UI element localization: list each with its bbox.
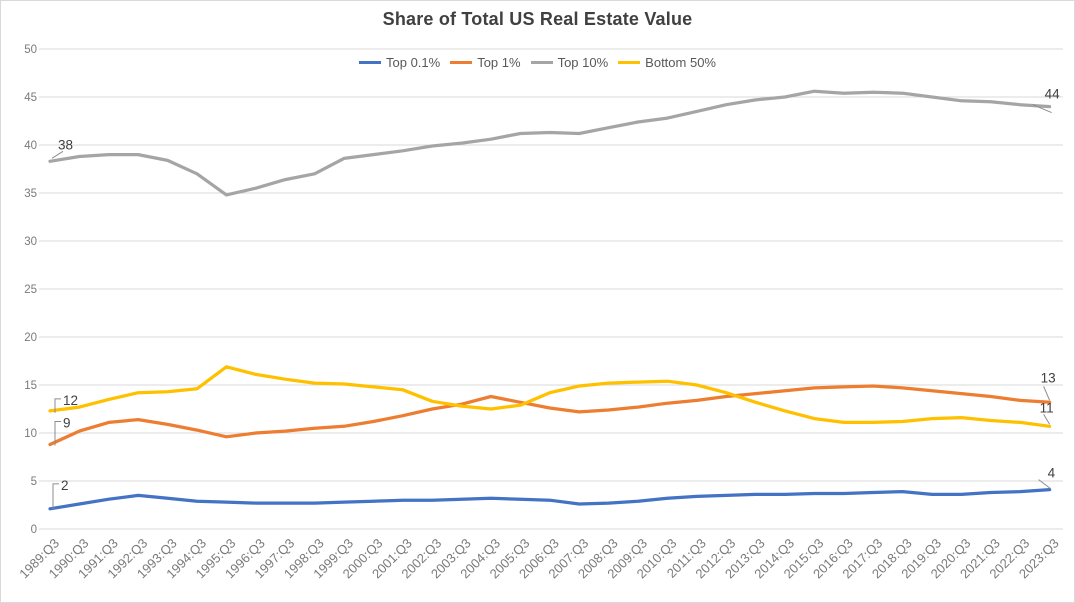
data-label: 4 [1048, 466, 1056, 481]
legend-label: Bottom 50% [645, 55, 716, 70]
series-line-top-1- [48, 384, 1052, 447]
legend-item-top-10-: Top 10% [530, 55, 609, 70]
series-line-top-10- [48, 89, 1052, 197]
callout-leader [54, 421, 61, 446]
data-label: 12 [63, 393, 78, 408]
callout-leader [54, 398, 61, 413]
data-label: 13 [1041, 370, 1056, 385]
legend-item-bottom-50-: Bottom 50% [618, 55, 716, 70]
callout-leader [52, 483, 59, 509]
legend-swatch-icon [530, 61, 553, 64]
callout-leader [1043, 386, 1051, 401]
data-label: 44 [1045, 87, 1061, 102]
legend-swatch-icon [359, 61, 381, 64]
data-label: 11 [1040, 400, 1054, 415]
series-line-top-0.1- [48, 487, 1052, 511]
series-line-bottom-50- [48, 365, 1052, 428]
callout-leader [51, 150, 64, 159]
y-axis-tick-label: 5 [31, 476, 37, 488]
legend-label: Top 0.1% [386, 55, 441, 70]
legend-item-top-0.1-: Top 0.1% [359, 55, 440, 70]
legend-label: Top 10% [557, 55, 609, 70]
callout-leader [1038, 479, 1051, 490]
y-axis-tick-label: 10 [24, 428, 37, 440]
y-axis-tick-label: 0 [31, 524, 37, 536]
legend-label: Top 1% [477, 55, 521, 70]
y-axis-tick-label: 40 [24, 140, 37, 152]
data-label: 9 [63, 416, 71, 431]
legend: Top 0.1% Top 1% Top 10% Bottom 50% [1, 55, 1074, 70]
y-axis-tick-label: 25 [24, 284, 37, 296]
y-axis-tick-label: 45 [24, 92, 37, 104]
data-label: 38 [58, 137, 73, 152]
chart-title: Share of Total US Real Estate Value [382, 9, 693, 29]
callout-leader [1043, 414, 1051, 425]
legend-item-top-1-: Top 1% [450, 55, 521, 70]
y-axis-tick-label: 30 [24, 236, 37, 248]
y-axis-tick-label: 50 [24, 44, 37, 56]
callout-leader [1032, 104, 1052, 114]
y-axis-tick-label: 35 [24, 188, 37, 200]
legend-swatch-icon [618, 61, 641, 64]
data-label: 2 [61, 478, 69, 493]
y-axis-tick-label: 15 [24, 380, 37, 392]
legend-swatch-icon [450, 61, 473, 64]
y-axis-tick-label: 20 [24, 332, 37, 344]
